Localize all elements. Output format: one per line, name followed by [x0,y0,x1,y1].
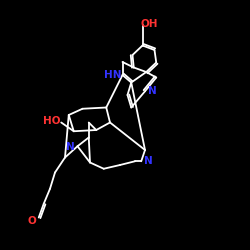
Text: HO: HO [43,116,60,126]
Text: OH: OH [141,19,158,29]
Text: HN: HN [104,70,122,80]
Text: O: O [28,216,36,226]
Text: N: N [144,156,153,166]
Text: N: N [148,86,157,96]
Text: N: N [66,142,74,152]
